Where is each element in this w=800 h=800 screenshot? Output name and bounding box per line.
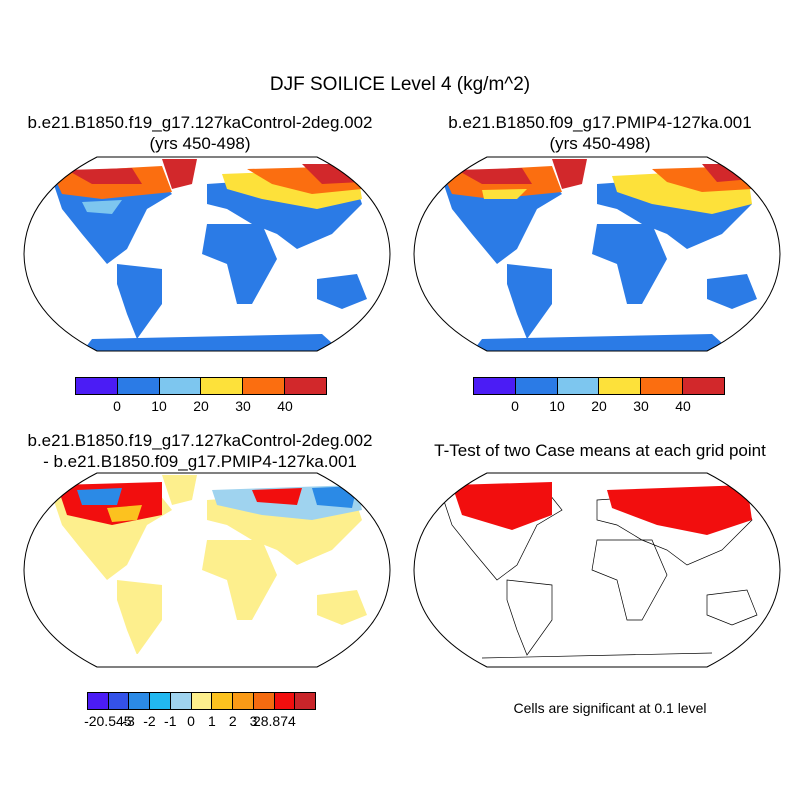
colorbar-difference-swatch xyxy=(253,693,275,709)
colorbar-case2-tick-label: 20 xyxy=(591,398,607,414)
panel-ttest-title: T-Test of two Case means at each grid po… xyxy=(400,440,800,461)
colorbar-case1-swatch xyxy=(159,378,202,394)
colorbar-case1-tick-label: 20 xyxy=(193,398,209,414)
colorbar-difference-tick-label: 28.874 xyxy=(252,713,296,729)
panel-ttest-title-line1: T-Test of two Case means at each grid po… xyxy=(434,441,766,460)
ttest-footnote: Cells are significant at 0.1 level xyxy=(513,700,707,716)
colorbar-difference-swatch xyxy=(295,693,316,709)
colorbar-case1-tick-label: 40 xyxy=(277,398,293,414)
colorbar-case2-swatch xyxy=(557,378,600,394)
panel-case2-title-line1: b.e21.B1850.f09_g17.PMIP4-127ka.001 xyxy=(448,113,752,132)
map-difference xyxy=(23,472,391,668)
map-case1 xyxy=(23,156,391,352)
colorbar-case1-swatch xyxy=(76,378,118,394)
colorbar-case1 xyxy=(75,377,327,395)
colorbar-difference-swatch xyxy=(170,693,192,709)
colorbar-case2-swatch xyxy=(599,378,642,394)
colorbar-difference xyxy=(87,692,316,710)
panel-diff-title-line2: - b.e21.B1850.f09_g17.PMIP4-127ka.001 xyxy=(43,452,357,471)
panel-case1-title-line1: b.e21.B1850.f19_g17.127kaControl-2deg.00… xyxy=(27,113,373,132)
colorbar-case2-swatch xyxy=(683,378,724,394)
colorbar-difference-swatch xyxy=(233,693,254,709)
colorbar-difference-tick-label: -20.545 xyxy=(84,713,132,729)
colorbar-case2-tick-label: 30 xyxy=(633,398,649,414)
colorbar-case1-swatch xyxy=(117,378,160,394)
panel-diff-title-line1: b.e21.B1850.f19_g17.127kaControl-2deg.00… xyxy=(27,431,373,450)
panel-case2-title: b.e21.B1850.f09_g17.PMIP4-127ka.001 (yrs… xyxy=(400,112,800,154)
colorbar-difference-swatch xyxy=(212,693,234,709)
colorbar-case1-tick-label: 0 xyxy=(113,398,121,414)
colorbar-difference-swatch xyxy=(150,693,171,709)
colorbar-case2-swatch xyxy=(515,378,558,394)
colorbar-difference-swatch xyxy=(129,693,151,709)
panel-case2-title-line2: (yrs 450-498) xyxy=(549,134,651,153)
colorbar-case1-swatch xyxy=(201,378,244,394)
colorbar-difference-swatch xyxy=(191,693,213,709)
colorbar-difference-swatch xyxy=(88,693,109,709)
colorbar-difference-tick-label: -1 xyxy=(164,713,177,729)
panel-diff-title: b.e21.B1850.f19_g17.127kaControl-2deg.00… xyxy=(0,430,400,472)
colorbar-case2-swatch xyxy=(474,378,516,394)
map-ttest xyxy=(413,472,781,668)
map-case2 xyxy=(413,156,781,352)
panel-case1-title-line2: (yrs 450-498) xyxy=(149,134,251,153)
colorbar-case2-tick-label: 10 xyxy=(549,398,565,414)
colorbar-case1-tick-label: 10 xyxy=(151,398,167,414)
colorbar-case2 xyxy=(473,377,725,395)
colorbar-case2-tick-label: 0 xyxy=(511,398,519,414)
colorbar-case2-tick-label: 40 xyxy=(675,398,691,414)
colorbar-difference-swatch xyxy=(108,693,130,709)
colorbar-difference-tick-label: 1 xyxy=(208,713,216,729)
figure-title: DJF SOILICE Level 4 (kg/m^2) xyxy=(269,74,531,95)
colorbar-case2-swatch xyxy=(641,378,684,394)
colorbar-difference-tick-label: 0 xyxy=(187,713,195,729)
colorbar-case1-swatch xyxy=(243,378,286,394)
colorbar-difference-tick-label: -3 xyxy=(122,713,135,729)
colorbar-difference-tick-label: 3 xyxy=(249,713,258,729)
panel-case1-title: b.e21.B1850.f19_g17.127kaControl-2deg.00… xyxy=(0,112,400,154)
colorbar-case1-tick-label: 30 xyxy=(235,398,251,414)
colorbar-difference-tick-label: -2 xyxy=(143,713,156,729)
colorbar-difference-swatch xyxy=(274,693,296,709)
colorbar-case1-swatch xyxy=(285,378,326,394)
colorbar-difference-tick-label: 2 xyxy=(228,713,237,729)
